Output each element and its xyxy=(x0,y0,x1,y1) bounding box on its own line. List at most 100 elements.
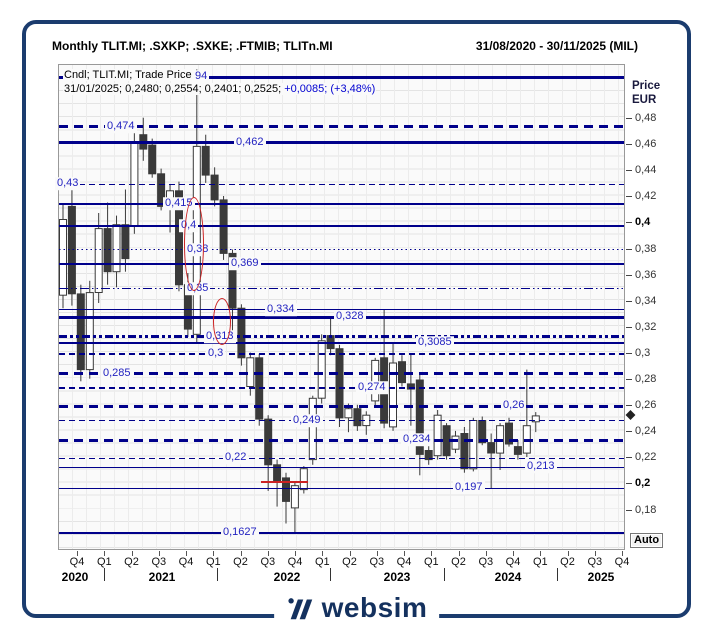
price-level-label: 0,328 xyxy=(334,310,366,324)
x-axis-quarter-label: Q3 xyxy=(260,556,276,568)
price-level-line-0,3085 xyxy=(59,342,624,344)
y-axis-tick xyxy=(626,379,632,380)
price-level-label: 0,334 xyxy=(265,302,297,316)
price-level-label: 0,474 xyxy=(105,120,137,134)
y-axis-tick xyxy=(626,326,632,328)
price-level-line-0,249 xyxy=(59,419,624,422)
price-level-line-0,43 xyxy=(59,183,624,185)
y-axis-tick xyxy=(626,405,632,407)
price-level-line-0,369 xyxy=(59,263,624,265)
price-level-line-0,3 xyxy=(59,353,624,355)
x-axis-year-separator xyxy=(330,568,331,581)
y-axis-title-eur: EUR xyxy=(632,94,657,106)
websim-logo-icon xyxy=(287,597,312,619)
x-axis-quarter-label: Q1 xyxy=(423,556,439,568)
x-axis-tick xyxy=(240,551,242,556)
y-axis-tick xyxy=(626,274,632,276)
x-axis-year-label: 2025 xyxy=(587,570,615,584)
price-level-line-0,474 xyxy=(59,125,624,129)
current-price-marker xyxy=(625,409,636,420)
price-level-line-0,213 xyxy=(59,466,624,469)
x-axis-quarter-label: Q3 xyxy=(587,556,603,568)
y-axis-tick xyxy=(626,483,632,485)
x-axis-quarter-label: Q4 xyxy=(614,556,630,568)
date-range: 31/08/2020 - 30/11/2025 (MIL) xyxy=(475,39,638,53)
x-axis-quarter-label: Q1 xyxy=(96,556,112,568)
x-axis-tick xyxy=(485,551,487,556)
y-axis-tick-label: 0,36 xyxy=(635,268,657,281)
y-axis-tick xyxy=(626,300,632,302)
price-level-line-0,462 xyxy=(59,141,624,144)
x-axis-year-separator xyxy=(104,568,105,581)
price-level-label: 0,213 xyxy=(525,460,557,474)
price-level-label: 0,1627 xyxy=(221,526,259,540)
y-axis-tick xyxy=(626,118,632,119)
x-axis-quarter-label: Q2 xyxy=(451,556,466,568)
price-level-line-0,38 xyxy=(59,248,624,251)
auto-scale-button[interactable]: Auto xyxy=(630,533,664,548)
y-axis-tick-label: 0,24 xyxy=(635,425,657,438)
y-axis[interactable]: 0,48 0,46 0,44 0,42 0,4 0,38 0,36 0,34 0,32 0,3 0,… xyxy=(625,64,696,564)
x-axis[interactable]: Q4 Q1 Q2 Q3 Q4 Q1 Q2 Q3 Q4 Q1 Q2 Q3 Q4 Q1 Q2 Q3 Q4 Q1 Q2 Q3… xyxy=(58,551,630,593)
x-axis-year-separator xyxy=(557,568,558,581)
y-axis-tick-label: 0,42 xyxy=(635,190,657,203)
y-axis-tick xyxy=(626,457,632,459)
price-level-line-0,26 xyxy=(59,404,624,408)
x-axis-quarter-label: Q2 xyxy=(124,556,139,568)
x-axis-year-label: 2024 xyxy=(494,570,522,584)
price-level-line-0,4 xyxy=(59,225,624,227)
x-axis-year-separator xyxy=(217,568,218,581)
x-axis-tick xyxy=(458,551,460,556)
y-axis-tick-label: 0,22 xyxy=(635,451,657,464)
y-axis-tick xyxy=(626,509,632,511)
x-axis-tick xyxy=(77,551,78,556)
annotation-ellipse xyxy=(213,298,231,345)
x-axis-quarter-label: Q4 xyxy=(505,556,521,568)
x-axis-quarter-label: Q3 xyxy=(478,556,494,568)
x-axis-year-label: 2020 xyxy=(61,570,89,584)
x-axis-quarter-label: Q2 xyxy=(342,556,357,568)
y-axis-tick xyxy=(626,170,632,172)
price-level-line-0,1627 xyxy=(59,532,624,535)
x-axis-tick xyxy=(322,551,324,556)
price-level-line-0,197 xyxy=(59,487,624,490)
price-level-label: 0,3085 xyxy=(416,336,454,350)
y-axis-tick xyxy=(626,248,632,250)
price-level-label: 0,234 xyxy=(401,433,433,447)
x-axis-year-separator xyxy=(444,568,445,581)
x-axis-year-label: 2022 xyxy=(273,570,301,584)
annotation-red-line xyxy=(261,481,308,483)
websim-logo: websim xyxy=(273,592,440,624)
legend: Cndl; TLIT.MI; Trade Price 31/01/2025; 0… xyxy=(63,68,377,96)
chart-plot-area[interactable]: Cndl; TLIT.MI; Trade Price 31/01/2025; 0… xyxy=(55,64,625,550)
y-axis-tick xyxy=(626,196,632,198)
x-axis-quarter-label: Q2 xyxy=(560,556,575,568)
price-level-label: 0,3 xyxy=(206,347,226,361)
price-level-label: 0,274 xyxy=(356,381,388,395)
legend-change: +0,0085; (+3,48%) xyxy=(284,83,376,95)
websim-logo-text: websim xyxy=(321,592,428,623)
x-axis-quarter-label: Q3 xyxy=(151,556,167,568)
x-axis-quarter-label: Q4 xyxy=(178,556,194,568)
x-axis-quarter-label: Q4 xyxy=(396,556,412,568)
y-axis-tick xyxy=(626,144,632,146)
price-level-label: 94 xyxy=(193,70,210,84)
y-axis-tick-label: 0,26 xyxy=(635,399,657,412)
y-axis-tick-label: 0,46 xyxy=(635,138,657,151)
price-level-label: 0,22 xyxy=(223,451,249,465)
y-axis-tick-label: 0,2 xyxy=(635,477,651,490)
y-axis-tick xyxy=(626,222,632,224)
x-axis-quarter-label: Q4 xyxy=(287,556,303,568)
price-level-line-0,22 xyxy=(59,457,624,460)
x-axis-year-label: 2021 xyxy=(148,570,176,584)
x-axis-tick xyxy=(295,551,296,556)
y-axis-tick-label: 0,48 xyxy=(635,112,657,124)
x-axis-tick xyxy=(186,551,187,556)
x-axis-quarter-label: Q2 xyxy=(233,556,248,568)
x-axis-tick xyxy=(104,551,106,556)
y-axis-title-price: Price xyxy=(632,80,661,92)
x-axis-quarter-label: Q1 xyxy=(205,556,221,568)
price-level-label: 0,369 xyxy=(229,257,261,271)
y-axis-tick-label: 0,32 xyxy=(635,320,657,333)
x-axis-tick xyxy=(376,551,378,556)
